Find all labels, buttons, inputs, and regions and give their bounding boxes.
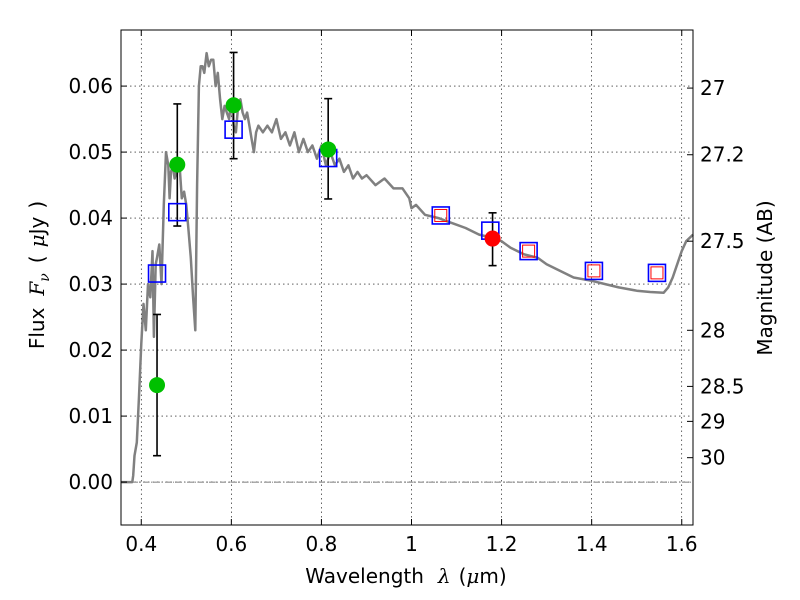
model-square-marker [519,241,538,261]
model-square-marker [431,206,451,225]
y2-tick-label: 29 [700,409,725,433]
x-tick-label: 1.4 [576,532,608,556]
y2-axis-ticks: 27 27.2 27.5 28 28.5 29 30 [687,76,745,470]
grid [121,30,693,525]
x-tick-label: 1.6 [666,532,698,556]
y2-tick-label: 27 [700,76,725,100]
x-tick-label: 1 [405,532,418,556]
y2-tick-label: 28.5 [700,374,745,398]
red-inner-square-marker [522,244,536,258]
marker-layer [147,97,667,394]
model-square-marker [147,264,167,283]
observed-point [149,377,166,394]
y2-axis-label: Magnitude (AB) [753,200,777,355]
observed-point [320,141,337,158]
model-square-marker [224,120,243,139]
y-axis-ticks: 0.00 0.01 0.02 0.03 0.04 0.05 0.06 [68,74,127,494]
model-square-marker [167,202,187,222]
observed-point [169,156,186,173]
x-axis-label: Wavelength λ (μm) [305,564,506,588]
y2-tick-label: 27.5 [700,229,745,253]
y-axis-label: FluxFν(μJy) [25,201,53,349]
y-tick-label: 0.01 [68,404,113,428]
observed-point [225,97,242,114]
model-square-marker [647,263,667,283]
model-square-marker [584,261,604,281]
red-inner-square-marker [434,208,448,222]
y-tick-label: 0.00 [68,470,113,494]
y2-tick-label: 28 [700,318,725,342]
x-axis-ticks: 0.4 0.6 0.8 1 1.2 1.4 1.6 [125,30,698,556]
y-tick-label: 0.02 [68,338,113,362]
y2-tick-label: 30 [700,446,725,470]
axes [120,29,694,526]
y-tick-label: 0.04 [68,206,113,230]
red-inner-square-marker [650,266,664,280]
y2-tick-label: 27.2 [700,143,745,167]
plot-frame [120,29,694,526]
observed-point [484,230,501,247]
y-tick-label: 0.03 [68,272,113,296]
x-tick-label: 0.4 [125,532,157,556]
x-tick-label: 0.6 [215,532,247,556]
x-tick-label: 0.8 [306,532,338,556]
red-inner-square-marker [587,264,601,278]
y-tick-label: 0.05 [68,140,113,164]
x-tick-label: 1.2 [486,532,518,556]
y-tick-label: 0.06 [68,74,113,98]
